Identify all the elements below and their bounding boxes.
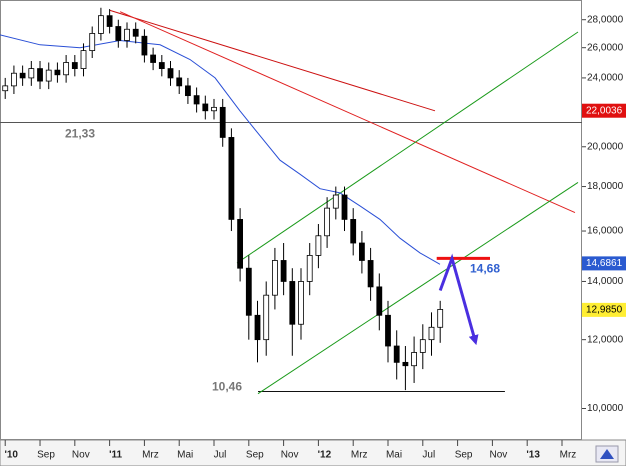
x-tick-label: Mai bbox=[177, 450, 193, 461]
x-tick-label: Sep bbox=[246, 450, 264, 461]
candle-body bbox=[98, 15, 104, 34]
candle-body bbox=[437, 309, 444, 328]
candle-body bbox=[359, 242, 365, 261]
candle-body bbox=[202, 103, 209, 112]
price-label-box bbox=[582, 302, 626, 317]
candle-body bbox=[350, 219, 357, 244]
x-tick-label: Mrz bbox=[351, 450, 368, 461]
candle-body bbox=[132, 28, 139, 37]
candle-body bbox=[324, 207, 331, 237]
candle-body bbox=[158, 62, 165, 69]
x-axis-band bbox=[0, 439, 626, 466]
candle-body bbox=[289, 281, 296, 325]
candle-body bbox=[237, 219, 244, 269]
candle-body bbox=[254, 314, 261, 341]
price-label-box bbox=[582, 103, 626, 118]
y-tick-label: 16,0000 bbox=[587, 226, 624, 237]
x-tick-label: Mrz bbox=[560, 450, 577, 461]
candle-body bbox=[332, 194, 339, 209]
x-tick-label: Nov bbox=[281, 450, 299, 461]
candle-body bbox=[402, 361, 409, 367]
candle-body bbox=[193, 95, 200, 105]
trendline bbox=[236, 31, 579, 264]
price-label: 22,0036 bbox=[586, 105, 623, 116]
y-tick-label: 20,0000 bbox=[587, 141, 624, 152]
candle-body bbox=[106, 15, 113, 27]
candle-body bbox=[71, 62, 78, 69]
plot-area bbox=[0, 7, 582, 395]
candle-body bbox=[315, 235, 322, 256]
candle-body bbox=[280, 260, 287, 282]
x-tick-label: Sep bbox=[455, 450, 473, 461]
x-tick-label: Sep bbox=[37, 450, 55, 461]
candle-body bbox=[45, 69, 52, 82]
x-tick-label: Jul bbox=[214, 450, 227, 461]
candle-body bbox=[219, 106, 226, 138]
level-label: 21,33 bbox=[65, 127, 95, 141]
y-tick-label: 28,0000 bbox=[587, 14, 624, 25]
candle-body bbox=[393, 345, 400, 363]
candle-body bbox=[124, 28, 130, 41]
candle-body bbox=[419, 339, 426, 353]
candle-body bbox=[185, 85, 191, 97]
candle-body bbox=[115, 26, 122, 41]
moving-average bbox=[0, 34, 441, 265]
x-tick-label: Mai bbox=[386, 450, 402, 461]
y-tick-label: 26,0000 bbox=[587, 42, 624, 53]
y-tick-label: 18,0000 bbox=[587, 181, 624, 192]
x-tick-label: '13 bbox=[526, 450, 540, 461]
candle-body bbox=[263, 294, 270, 341]
corner-icon bbox=[595, 445, 619, 463]
price-label-box bbox=[582, 256, 626, 271]
trendline bbox=[109, 9, 436, 112]
candle-body bbox=[54, 69, 61, 76]
candle-body bbox=[37, 68, 43, 82]
level-label: 10,46 bbox=[212, 380, 242, 394]
y-tick-label: 12,0000 bbox=[587, 334, 624, 345]
arrow bbox=[438, 253, 479, 346]
candle-body bbox=[11, 72, 17, 87]
candle-body bbox=[428, 326, 435, 341]
x-tick-label: '12 bbox=[318, 450, 332, 461]
trendline bbox=[257, 181, 579, 395]
candle-body bbox=[2, 85, 9, 92]
annotation-label: 14,68 bbox=[470, 262, 500, 276]
candle-body bbox=[150, 54, 157, 63]
candle-body bbox=[89, 33, 96, 52]
candle-body bbox=[385, 314, 391, 347]
candle-body bbox=[306, 255, 313, 282]
x-tick-label: Mrz bbox=[142, 450, 159, 461]
y-tick-label: 14,0000 bbox=[587, 276, 624, 287]
trendline bbox=[119, 11, 576, 214]
y-tick-label: 10,0000 bbox=[587, 403, 624, 414]
candle-body bbox=[176, 77, 183, 87]
candle-body bbox=[272, 260, 278, 296]
candle-body bbox=[411, 352, 417, 367]
candle-body bbox=[141, 35, 148, 56]
candle-body bbox=[228, 137, 235, 220]
candle-body bbox=[376, 286, 383, 316]
price-label: 12,9850 bbox=[586, 305, 623, 316]
y-tick-label: 24,0000 bbox=[587, 73, 624, 84]
candle-body bbox=[167, 68, 174, 79]
candle-body bbox=[19, 72, 26, 79]
candle-body bbox=[80, 50, 87, 69]
candle-body bbox=[298, 281, 304, 325]
candle-body bbox=[367, 260, 374, 288]
x-tick-label: '10 bbox=[4, 450, 18, 461]
x-tick-label: Nov bbox=[489, 450, 507, 461]
axes: 10,0000 12,0000 14,0000 16,0000 18,0000 20,00… bbox=[4, 14, 626, 461]
x-tick-label: Jul bbox=[422, 450, 435, 461]
candle-body bbox=[245, 267, 252, 316]
candle-body bbox=[211, 106, 217, 112]
price-label: 14,6861 bbox=[586, 258, 623, 269]
candle-body bbox=[341, 194, 348, 220]
x-tick-label: '11 bbox=[109, 450, 122, 461]
candle-body bbox=[63, 62, 70, 76]
x-tick-label: Nov bbox=[72, 450, 90, 461]
candle-body bbox=[28, 68, 35, 79]
